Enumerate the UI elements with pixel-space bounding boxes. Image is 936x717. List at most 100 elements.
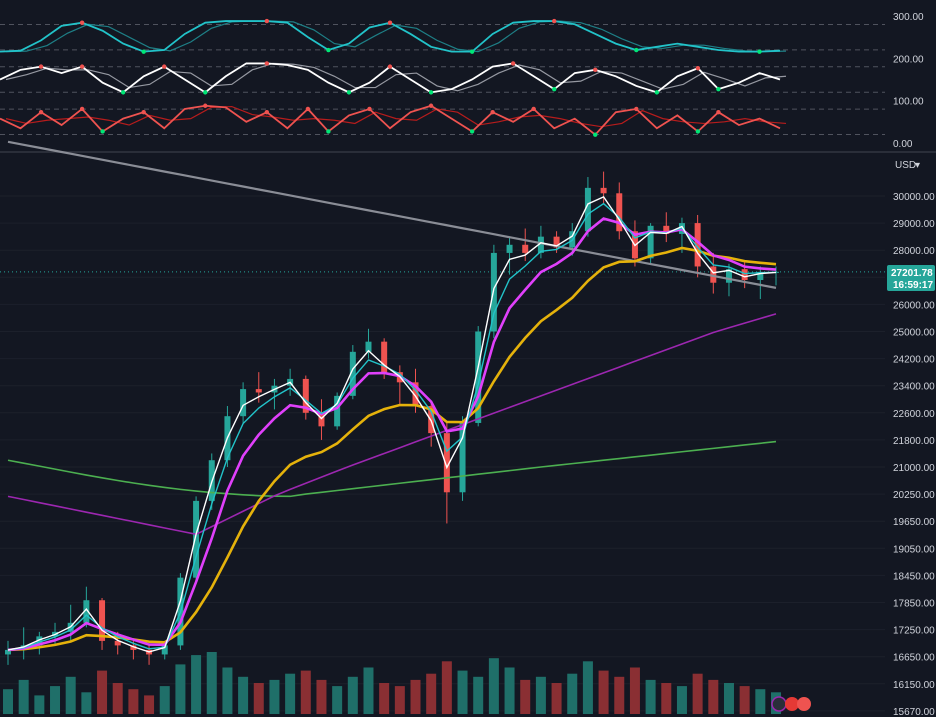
oscillator-tick-label: 0.00 <box>893 139 913 150</box>
candle-body <box>710 266 717 283</box>
volume-bar <box>97 670 108 714</box>
price-tick-label: 19050.00 <box>893 544 935 555</box>
volume-bar <box>755 689 766 714</box>
cross-up-marker <box>141 49 146 54</box>
flag-icon[interactable] <box>785 697 799 711</box>
candle-body <box>694 223 701 267</box>
volume-bar <box>128 689 139 714</box>
price-tick-label: 16650.00 <box>893 653 935 664</box>
volume-bar <box>535 676 546 714</box>
volume-bar <box>708 679 719 714</box>
candle-body <box>381 341 388 373</box>
candle-body <box>757 271 764 281</box>
volume-bar <box>285 673 296 714</box>
price-tick-label: 25000.00 <box>893 328 935 339</box>
oscillator-tick-label: 100.00 <box>893 97 924 108</box>
cross-up-marker <box>634 47 639 53</box>
volume-bar <box>253 683 264 714</box>
cross-up-marker <box>654 90 660 95</box>
volume-bar <box>441 661 452 714</box>
cross-down-marker <box>490 109 495 115</box>
countdown-timer: 16:59:17 <box>893 280 933 291</box>
volume-bar <box>112 683 123 714</box>
cross-down-marker <box>387 20 393 25</box>
volume-bar <box>316 679 327 714</box>
candle-body <box>193 500 200 578</box>
volume-bar <box>332 686 343 714</box>
cross-down-marker <box>367 106 372 112</box>
volume-bar <box>692 673 703 714</box>
cross-up-marker <box>203 90 208 95</box>
bottom-toolbar[interactable] <box>771 696 811 712</box>
candle-body <box>522 244 529 253</box>
cross-down-marker <box>387 64 393 69</box>
cross-down-marker <box>510 61 516 66</box>
events-icon[interactable] <box>797 697 811 711</box>
cross-down-marker <box>716 109 721 115</box>
cross-down-marker <box>695 66 701 71</box>
candle-body <box>349 351 356 396</box>
volume-bar <box>34 695 45 714</box>
flash-icon[interactable] <box>771 696 787 712</box>
chevron-down-icon[interactable]: ▾ <box>915 160 920 171</box>
ema-white-line <box>7 195 777 653</box>
price-tick-label: 29000.00 <box>893 219 935 230</box>
price-tick-label: 19650.00 <box>893 517 935 528</box>
candle-body <box>99 600 106 641</box>
candle-body <box>600 187 607 194</box>
candle-body <box>475 331 482 423</box>
cross-down-marker <box>264 61 270 66</box>
oscillator-tick-label: 200.00 <box>893 54 924 65</box>
price-tick-label: 18450.00 <box>893 571 935 582</box>
currency-label[interactable]: USD <box>895 160 916 171</box>
candle-body <box>553 236 560 248</box>
volume-bar <box>410 679 421 714</box>
volume-bar <box>394 686 405 714</box>
price-tick-label: 17250.00 <box>893 626 935 637</box>
candle-body <box>490 252 497 332</box>
cross-up-marker <box>716 86 721 92</box>
last-price-tag: 27201.78 16:59:17 <box>887 265 935 291</box>
cross-up-marker <box>326 129 331 134</box>
cross-up-marker <box>469 49 475 54</box>
volume-bar <box>488 658 499 714</box>
volume-bar <box>645 679 656 714</box>
price-tick-label: 16150.00 <box>893 680 935 691</box>
volume-bar <box>598 670 609 714</box>
price-tick-label: 20250.00 <box>893 490 935 501</box>
cross-up-marker <box>428 90 434 95</box>
candle-body <box>161 645 168 655</box>
candle-body <box>365 341 372 352</box>
volume-bar <box>504 667 515 714</box>
candle-body <box>36 636 43 646</box>
candle-body <box>5 649 11 655</box>
cross-down-marker <box>264 18 270 24</box>
cross-down-marker <box>552 18 557 24</box>
candle-body <box>255 389 262 393</box>
currency-selector[interactable]: USD ▾ <box>895 160 920 171</box>
volume-bar <box>50 686 61 714</box>
cross-down-marker <box>141 109 146 115</box>
candle-body <box>334 395 341 427</box>
price-tick-label: 26000.00 <box>893 300 935 311</box>
oscillator-panel[interactable] <box>0 18 885 137</box>
price-tick-label: 24200.00 <box>893 355 935 366</box>
cross-down-marker <box>305 106 311 112</box>
last-price-value: 27201.78 <box>891 268 933 279</box>
volume-bar <box>18 679 29 714</box>
volume-bar <box>206 652 217 714</box>
cross-down-marker <box>531 106 536 112</box>
oscillator-axis[interactable]: 300.00 200.00 100.00 0.00 <box>893 12 924 150</box>
price-axis[interactable]: 30000.0029000.0028000.0027000.0026000.00… <box>893 192 935 717</box>
price-tick-label: 30000.00 <box>893 192 935 203</box>
volume-bar <box>473 676 484 714</box>
volume-bar <box>175 664 186 714</box>
candle-body <box>318 412 325 427</box>
oscillator-signal-line <box>5 62 787 92</box>
ma-green-line <box>7 440 777 498</box>
candle-body <box>741 269 748 281</box>
candle-body <box>240 389 247 417</box>
cross-up-marker <box>757 49 762 54</box>
ma-gray-line <box>7 140 777 289</box>
